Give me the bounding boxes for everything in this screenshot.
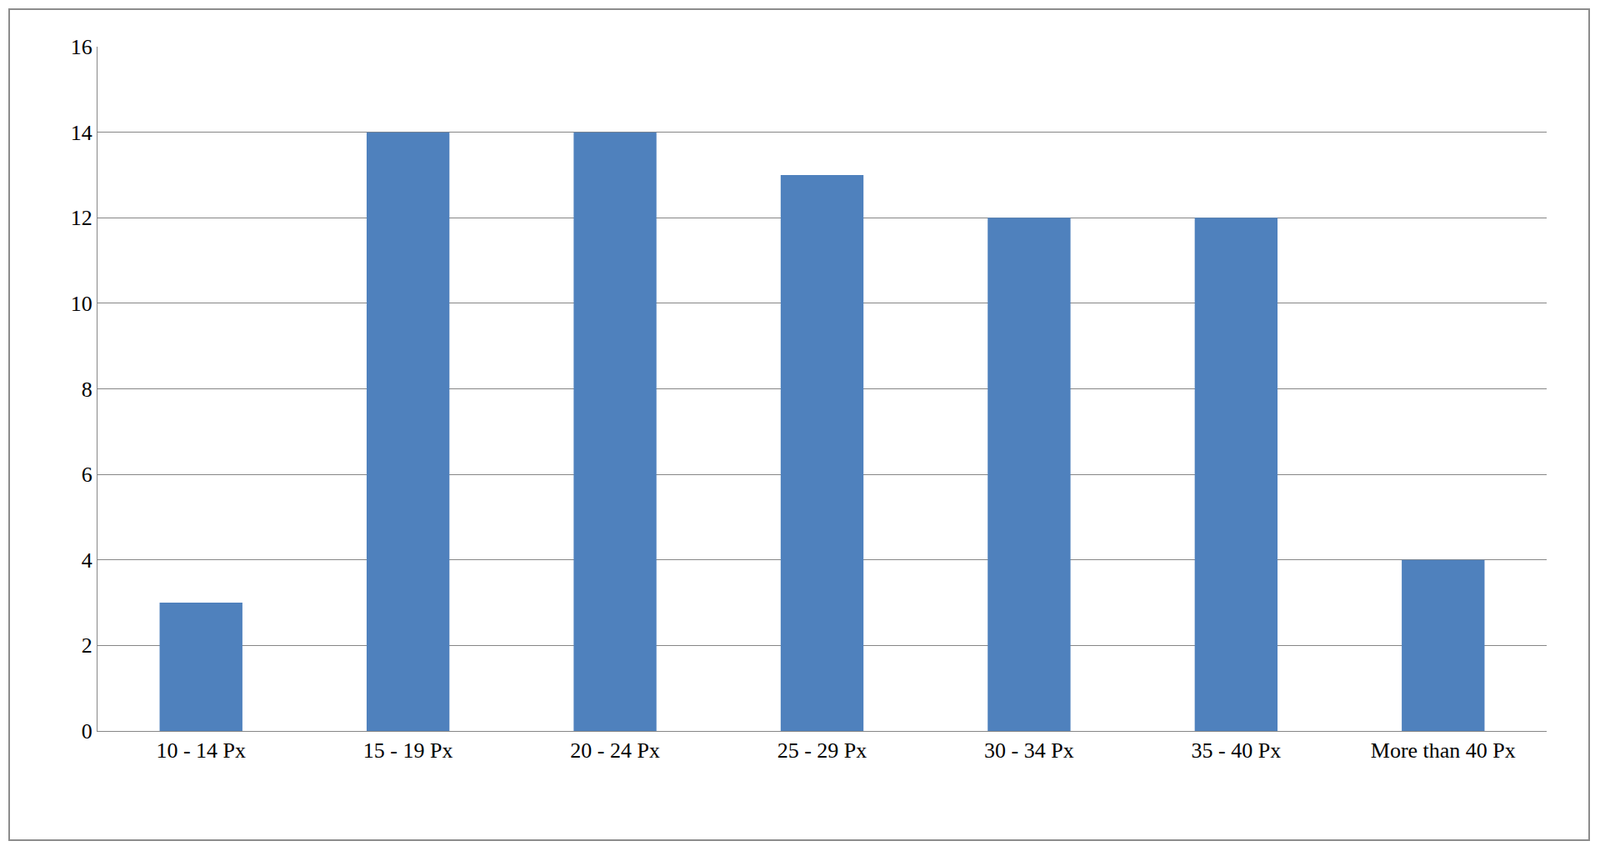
svg-text:15 - 19 Px: 15 - 19 Px [363,738,454,763]
svg-text:0: 0 [81,719,93,744]
svg-text:25 - 29 Px: 25 - 29 Px [777,738,868,763]
svg-text:10: 10 [70,291,93,316]
svg-text:8: 8 [81,377,93,402]
svg-text:More than 40 Px: More than 40 Px [1370,738,1516,763]
svg-text:10 - 14 Px: 10 - 14 Px [155,738,246,763]
svg-text:6: 6 [81,462,93,487]
svg-text:4: 4 [81,548,93,573]
svg-text:16: 16 [70,35,93,60]
svg-text:2: 2 [81,633,93,658]
svg-text:20 - 24 Px: 20 - 24 Px [570,738,660,763]
svg-text:30 - 34 Px: 30 - 34 Px [984,738,1075,763]
svg-text:35 - 40 Px: 35 - 40 Px [1191,738,1282,763]
svg-text:12: 12 [70,205,93,230]
svg-text:14: 14 [70,120,93,145]
